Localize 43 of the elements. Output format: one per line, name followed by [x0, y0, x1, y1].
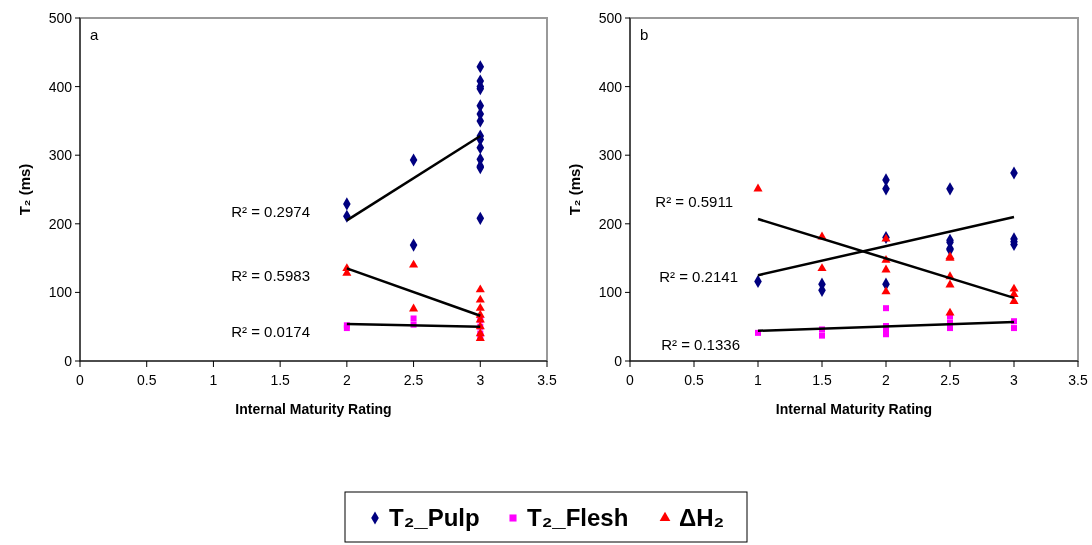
y-axis-title: T₂ (ms) — [16, 163, 33, 216]
y-tick-label: 500 — [598, 9, 623, 26]
x-tick-label: 1.5 — [270, 372, 291, 388]
x-tick-label: 2 — [342, 372, 351, 388]
annotation: R² = 0.2974 — [231, 203, 310, 220]
y-tick-label: 0 — [614, 352, 623, 369]
y-tick-label: 200 — [48, 215, 73, 232]
x-tick-label: 3.5 — [537, 372, 557, 388]
x-tick-label: 0.5 — [684, 372, 704, 388]
y-tick-label: 500 — [48, 9, 73, 26]
x-tick-label: 0.5 — [136, 372, 157, 388]
x-tick-label: 3 — [1010, 372, 1019, 388]
y-tick-label: 100 — [598, 284, 623, 301]
y-tick-label: 400 — [598, 78, 623, 95]
y-tick-label: 200 — [598, 215, 623, 232]
annotation: R² = 0.5983 — [231, 267, 310, 284]
x-tick-label: 2 — [882, 372, 891, 388]
annotation: R² = 0.0174 — [231, 323, 310, 340]
legend-label: T₂_Flesh — [527, 504, 629, 531]
x-tick-label: 3 — [476, 372, 485, 388]
annotation: R² = 0.1336 — [661, 336, 740, 353]
x-axis-title: Internal Maturity Rating — [775, 401, 933, 417]
x-tick-label: 1 — [754, 372, 763, 388]
y-tick-label: 300 — [598, 147, 623, 164]
y-tick-label: 300 — [48, 147, 73, 164]
x-axis-title: Internal Maturity Rating — [235, 401, 392, 417]
y-tick-label: 100 — [48, 284, 73, 301]
x-tick-label: 1.5 — [812, 372, 832, 388]
legend-label: T₂_Pulp — [389, 504, 480, 531]
x-tick-label: 0 — [76, 372, 85, 388]
x-tick-label: 0 — [626, 372, 635, 388]
text: b — [640, 26, 649, 43]
text: a — [90, 26, 99, 43]
y-axis-title: T₂ (ms) — [566, 163, 583, 216]
y-tick-label: 400 — [48, 78, 73, 95]
x-tick-label: 1 — [209, 372, 218, 388]
x-tick-label: 2.5 — [403, 372, 424, 388]
annotation: R² = 0.5911 — [655, 193, 733, 210]
y-tick-label: 0 — [64, 352, 73, 369]
annotation: R² = 0.2141 — [659, 268, 738, 285]
x-tick-label: 2.5 — [940, 372, 960, 388]
legend-label: ΔH₂ — [679, 504, 725, 531]
x-tick-label: 3.5 — [1068, 372, 1088, 388]
